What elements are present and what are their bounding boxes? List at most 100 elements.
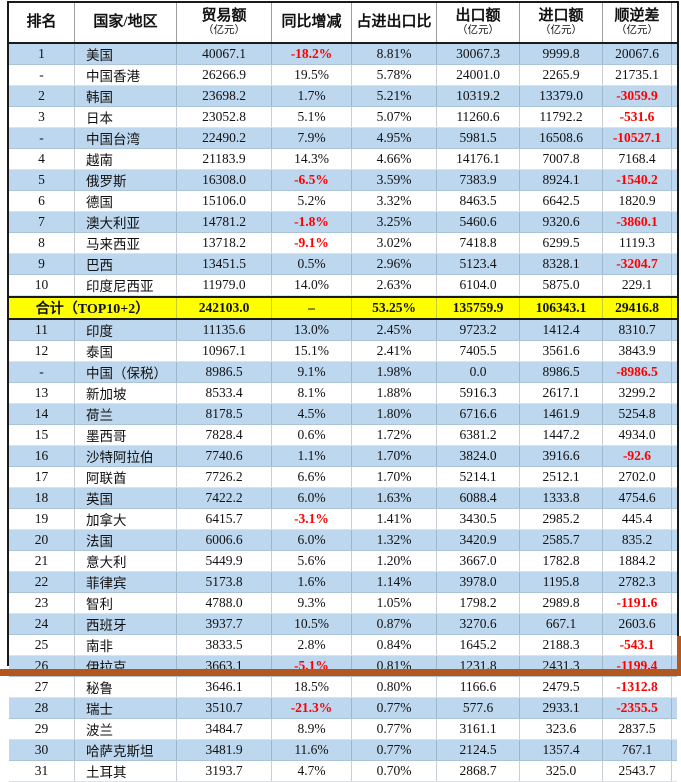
cell-share: 1.20% bbox=[352, 551, 437, 571]
column-header-label: 进口额 bbox=[538, 7, 584, 24]
clipped-cell-sliver bbox=[672, 740, 677, 760]
cell-exp: 0.0 bbox=[437, 362, 520, 382]
table-row: 7 澳大利亚 14781.2 -1.8% 3.25% 5460.6 9320.6 -3860.… bbox=[9, 212, 677, 233]
cell-trade: 3193.7 bbox=[177, 761, 272, 781]
table-row: 11 印度 11135.6 13.0% 2.45% 9723.2 1412.4 8310.7 bbox=[9, 320, 677, 341]
cell-rank: 19 bbox=[9, 509, 75, 529]
cell-region: 荷兰 bbox=[75, 404, 177, 424]
cell-share: 1.72% bbox=[352, 425, 437, 445]
cell-imp: 3561.6 bbox=[520, 341, 603, 361]
clipped-cell-sliver bbox=[672, 425, 677, 445]
cell-bal: -1312.8 bbox=[603, 677, 672, 697]
cell-yoy: 2.8% bbox=[272, 635, 352, 655]
clipped-cell-sliver bbox=[672, 488, 677, 508]
cell-imp: 6642.5 bbox=[520, 191, 603, 211]
cell-trade: 8986.5 bbox=[177, 362, 272, 382]
total-row: 合计（TOP10+2） 242103.0–53.25% 135759.9 106343… bbox=[9, 296, 677, 320]
cell-rank: 15 bbox=[9, 425, 75, 445]
cell-bal: 8310.7 bbox=[603, 320, 672, 340]
cell-bal: 2702.0 bbox=[603, 467, 672, 487]
cell-trade: 5449.9 bbox=[177, 551, 272, 571]
cell-exp: 6716.6 bbox=[437, 404, 520, 424]
cell-bal: -92.6 bbox=[603, 446, 672, 466]
cell-exp: 1645.2 bbox=[437, 635, 520, 655]
cell-bal: 2603.6 bbox=[603, 614, 672, 634]
cell-imp: 8986.5 bbox=[520, 362, 603, 382]
cell-trade: 6006.6 bbox=[177, 530, 272, 550]
cell-imp: 2479.5 bbox=[520, 677, 603, 697]
cell-share: 5.07% bbox=[352, 107, 437, 127]
cell-region: 巴西 bbox=[75, 254, 177, 274]
cell-imp: 8924.1 bbox=[520, 170, 603, 190]
cell-exp: 5916.3 bbox=[437, 383, 520, 403]
cell-region: 中国（保税） bbox=[75, 362, 177, 382]
cell-region: 意大利 bbox=[75, 551, 177, 571]
cell-share: 2.45% bbox=[352, 320, 437, 340]
cell-share: 1.88% bbox=[352, 383, 437, 403]
table-row: - 中国（保税） 8986.5 9.1% 1.98% 0.0 8986.5 -8986.5 bbox=[9, 362, 677, 383]
cell-rank: 29 bbox=[9, 719, 75, 739]
cell-rank: 8 bbox=[9, 233, 75, 253]
cell-exp: 3667.0 bbox=[437, 551, 520, 571]
cell-rank: 1 bbox=[9, 44, 75, 64]
table-row: 31 土耳其 3193.7 4.7% 0.70% 2868.7 325.0 2543.7 bbox=[9, 761, 677, 782]
cell-region: 哈萨克斯坦 bbox=[75, 740, 177, 760]
cell-imp: 1333.8 bbox=[520, 488, 603, 508]
cell-region: 土耳其 bbox=[75, 761, 177, 781]
cell-exp: 9723.2 bbox=[437, 320, 520, 340]
cell-trade: 7726.2 bbox=[177, 467, 272, 487]
cell-trade: 11135.6 bbox=[177, 320, 272, 340]
clipped-cell-sliver bbox=[672, 572, 677, 592]
cell-rank: 11 bbox=[9, 320, 75, 340]
table-row: - 中国香港 26266.9 19.5% 5.78% 24001.0 2265.9 21735… bbox=[9, 65, 677, 86]
cell-region: 中国台湾 bbox=[75, 128, 177, 148]
table-row: 20 法国 6006.6 6.0% 1.32% 3420.9 2585.7 835.2 bbox=[9, 530, 677, 551]
table-header-row: 排名 国家/地区 贸易额 （亿元） 同比增减 占进出口比 出口额 （亿元） 进口额 （亿元） 顺逆差… bbox=[9, 3, 677, 44]
cell-bal: 4754.6 bbox=[603, 488, 672, 508]
cell-yoy: 0.6% bbox=[272, 425, 352, 445]
cell-exp: 1798.2 bbox=[437, 593, 520, 613]
cell-yoy: 5.1% bbox=[272, 107, 352, 127]
cell-share: 1.41% bbox=[352, 509, 437, 529]
cell-exp: 14176.1 bbox=[437, 149, 520, 169]
cell-yoy: 5.2% bbox=[272, 191, 352, 211]
cell-region: 德国 bbox=[75, 191, 177, 211]
cell-rank: 18 bbox=[9, 488, 75, 508]
cell-imp: 16508.6 bbox=[520, 128, 603, 148]
clipped-cell-sliver bbox=[672, 65, 677, 85]
cell-imp: 1461.9 bbox=[520, 404, 603, 424]
cell-bal: 7168.4 bbox=[603, 149, 672, 169]
table-row: - 中国台湾 22490.2 7.9% 4.95% 5981.5 16508.6 -10527… bbox=[9, 128, 677, 149]
cell-trade: 3937.7 bbox=[177, 614, 272, 634]
table-row: 21 意大利 5449.9 5.6% 1.20% 3667.0 1782.8 1884.2 bbox=[9, 551, 677, 572]
cell-region: 阿联酋 bbox=[75, 467, 177, 487]
cell-bal: 3843.9 bbox=[603, 341, 672, 361]
column-header-label: 国家/地区 bbox=[93, 13, 158, 30]
cell-exp: 6088.4 bbox=[437, 488, 520, 508]
table-row: 22 菲律宾 5173.8 1.6% 1.14% 3978.0 1195.8 2782.3 bbox=[9, 572, 677, 593]
clipped-cell-sliver bbox=[672, 551, 677, 571]
cell-exp: 30067.3 bbox=[437, 44, 520, 64]
table-row: 25 南非 3833.5 2.8% 0.84% 1645.2 2188.3 -543.1 bbox=[9, 635, 677, 656]
cell-region: 法国 bbox=[75, 530, 177, 550]
cell-yoy: 6.6% bbox=[272, 467, 352, 487]
column-header-imp: 进口额 （亿元） bbox=[520, 3, 603, 42]
cell-exp: 3420.9 bbox=[437, 530, 520, 550]
cell-exp: 3824.0 bbox=[437, 446, 520, 466]
cell-bal: 2782.3 bbox=[603, 572, 672, 592]
cell-region: 泰国 bbox=[75, 341, 177, 361]
cell-region: 波兰 bbox=[75, 719, 177, 739]
cell-yoy: 1.7% bbox=[272, 86, 352, 106]
table-row: 3 日本 23052.8 5.1% 5.07% 11260.6 11792.2 -531.6 bbox=[9, 107, 677, 128]
cell-region: 西班牙 bbox=[75, 614, 177, 634]
column-header-unit: （亿元） bbox=[540, 25, 582, 37]
cell-exp: 3978.0 bbox=[437, 572, 520, 592]
total-row-label: 合计（TOP10+2） bbox=[9, 298, 177, 318]
cell-yoy: 18.5% bbox=[272, 677, 352, 697]
column-header-unit: （亿元） bbox=[616, 25, 658, 37]
cell-region: 加拿大 bbox=[75, 509, 177, 529]
cell-imp: 9999.8 bbox=[520, 44, 603, 64]
cell-share: 0.77% bbox=[352, 698, 437, 718]
cell-region: 南非 bbox=[75, 635, 177, 655]
